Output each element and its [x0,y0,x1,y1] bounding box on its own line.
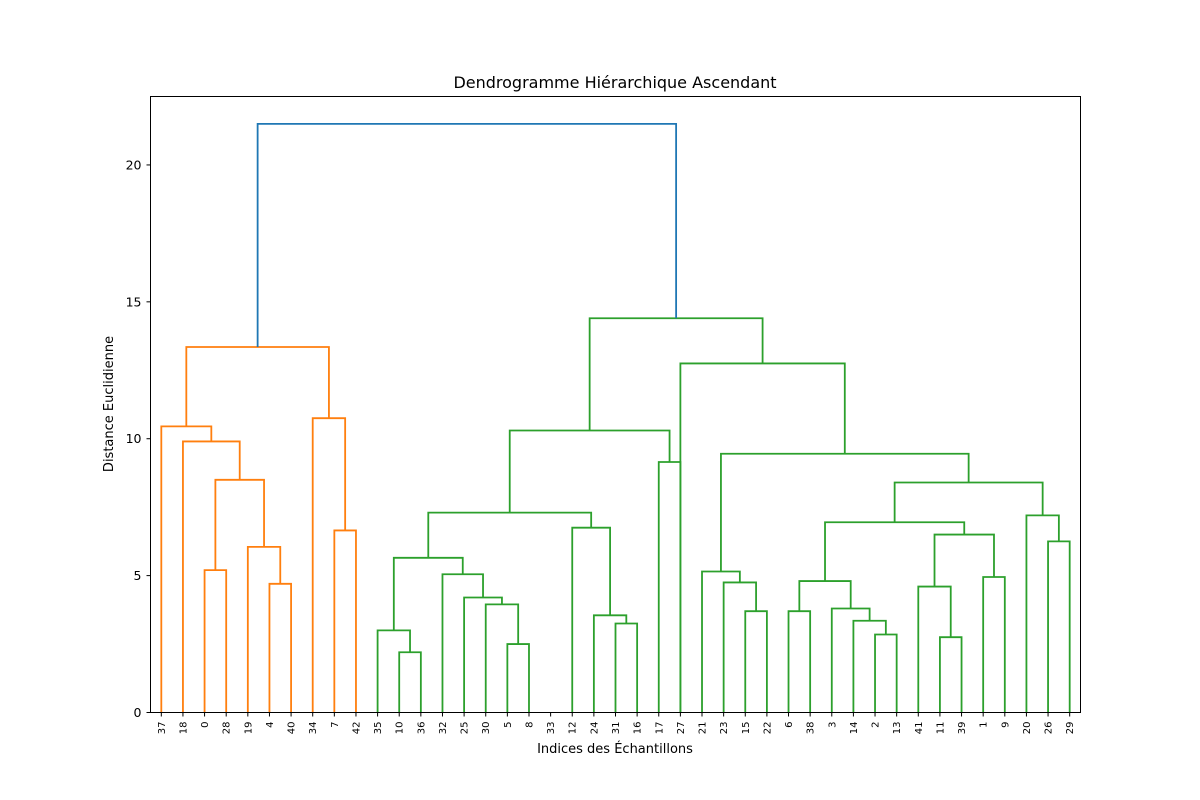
leaf-label: 31 [611,722,622,735]
leaf-label: 29 [1065,722,1076,735]
dendrogram-links [160,122,1071,713]
dendrogram-link [214,478,265,571]
leaf-label: 24 [589,722,600,735]
leaf-label: 34 [308,722,319,735]
leaf-label: 35 [373,722,384,735]
leaf-label: 13 [892,722,903,735]
leaf-label: 27 [676,722,687,735]
y-tick-label: 15 [126,294,142,309]
leaf-label: 20 [1022,722,1033,735]
leaf-label: 17 [654,722,665,735]
leaf-label: 0 [200,722,211,728]
dendrogram-link [701,570,741,713]
leaf-label: 33 [546,722,557,735]
dendrogram-link [874,633,898,713]
dendrogram-link [657,461,682,713]
dendrogram-link [917,585,952,713]
dendrogram-link [939,636,963,713]
leaf-label: 6 [784,722,795,728]
leaf-label: 12 [568,722,579,735]
y-tick-label: 0 [134,705,142,720]
leaf-label: 25 [460,722,471,735]
dendrogram-link [182,440,241,713]
x-axis-leaf-labels: 37 18 0 28 19 4 40 34 7 42 35 10 36 32 25 30 5 8 33 12 24 31 1… [157,712,1076,735]
y-axis: 0 5 10 15 20 [126,157,151,720]
leaf-label: 36 [416,722,427,735]
dendrogram-link [1047,540,1071,713]
dendrogram-link [592,614,628,713]
dendrogram-link [982,576,1006,713]
plot-frame [150,96,1081,713]
dendrogram-link [787,610,812,713]
leaf-label: 18 [178,722,189,735]
dendrogram-link [830,607,871,713]
leaf-label: 28 [222,722,233,735]
leaf-label: 40 [287,722,298,735]
dendrogram-link [311,417,347,713]
leaf-label: 5 [503,722,514,728]
leaf-label: 32 [438,722,449,735]
dendrogram-link [246,545,282,713]
leaf-label: 1 [979,722,990,728]
leaf-label: 14 [849,722,860,735]
dendrogram-link [679,362,846,713]
leaf-label: 37 [157,722,168,735]
leaf-label: 11 [935,722,946,735]
dendrogram-link [427,511,593,558]
leaf-label: 16 [633,722,644,735]
dendrogram-link [824,521,966,582]
dendrogram-link [484,603,520,713]
dendrogram-link [203,569,228,713]
y-tick-label: 20 [126,157,142,172]
y-axis-label: Distance Euclidienne [102,336,117,472]
leaf-label: 10 [395,722,406,735]
dendrogram-link [720,452,970,572]
leaf-label: 8 [524,722,535,728]
leaf-label: 2 [871,722,882,728]
y-tick-label: 5 [134,568,142,583]
leaf-label: 9 [1000,722,1011,728]
dendrogram-link [506,643,530,713]
leaf-label: 19 [243,722,254,735]
dendrogram-link [893,481,1044,523]
dendrogram-link [588,317,764,431]
y-tick-label: 10 [126,431,142,446]
dendrogram-link [798,580,852,612]
dendrogram-link [256,122,678,348]
dendrogram-link [744,610,768,713]
leaf-label: 15 [741,722,752,735]
dendrogram-link [333,529,357,713]
dendrogram-link [933,533,995,587]
dendrogram-link [614,622,639,713]
dendrogram-link [508,429,671,513]
dendrogram-link [185,346,330,427]
leaf-label: 4 [265,722,276,728]
x-axis-label: Indices des Échantillons [537,741,693,757]
dendrogram-link [1025,514,1060,713]
dendrogram-link [268,582,292,713]
leaf-label: 42 [351,722,362,735]
dendrogram-link [376,629,411,713]
leaf-label: 26 [1044,722,1055,735]
leaf-label: 41 [914,722,925,735]
leaf-label: 23 [719,722,730,735]
dendrogram-link [398,651,422,713]
dendrogram-link [722,581,757,713]
leaf-label: 39 [957,722,968,735]
leaf-label: 22 [762,722,773,735]
leaf-label: 21 [698,722,709,735]
dendrogram-link [392,556,464,631]
dendrogram-link [441,573,484,713]
dendrogram-link [463,596,503,713]
leaf-label: 30 [481,722,492,735]
leaf-label: 3 [827,722,838,728]
dendrogram-link [571,526,611,713]
leaf-label: 7 [330,722,341,728]
chart-title: Dendrogramme Hiérarchique Ascendant [453,73,776,92]
leaf-label: 38 [806,722,817,735]
